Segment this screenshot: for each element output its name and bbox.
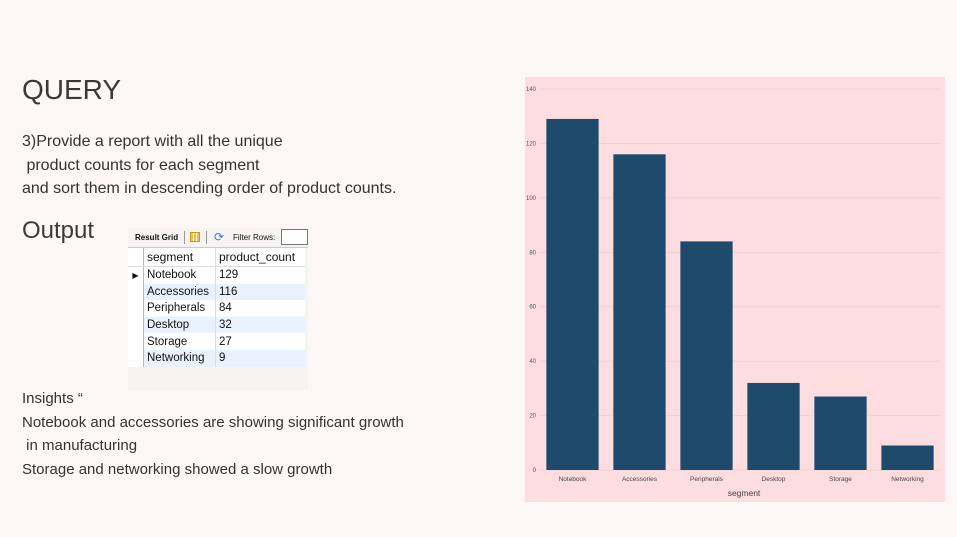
y-tick-label: 20 <box>529 414 536 420</box>
query-line: and sort them in descending order of pro… <box>22 180 397 197</box>
row-marker <box>128 349 144 367</box>
cell-product-count[interactable]: 32 <box>215 316 305 334</box>
y-tick-label: 40 <box>529 359 536 365</box>
cell-product-count[interactable]: 27 <box>215 333 305 350</box>
result-grid-toolbar: Result Grid ⟳ Filter Rows: <box>128 228 308 248</box>
query-line: 3)Provide a report with all the unique <box>22 133 283 150</box>
cell-product-count[interactable]: 129 <box>215 266 305 284</box>
table-row[interactable]: ▶ Notebook 129 <box>128 266 305 284</box>
bar-chart-svg: 0 20 40 60 80 100 120 140 Notebook Accessories Per… <box>526 87 941 498</box>
row-marker <box>128 283 144 301</box>
y-tick-label: 60 <box>529 305 536 311</box>
row-marker <box>128 316 144 334</box>
toolbar-separator <box>206 231 207 244</box>
cell-segment[interactable]: Desktop <box>143 316 216 334</box>
cell-product-count[interactable]: 116 <box>215 283 305 301</box>
bar <box>613 154 666 471</box>
result-grid: Result Grid ⟳ Filter Rows: segment produ… <box>128 228 308 390</box>
result-table: segment product_count ▶ Notebook 129 Acc… <box>128 248 305 367</box>
cell-segment[interactable]: Accessories <box>143 283 216 301</box>
x-axis-label: segment <box>728 488 761 498</box>
slide-title: QUERY <box>22 74 122 105</box>
cell-product-count[interactable]: 9 <box>215 349 305 367</box>
result-grid-label[interactable]: Result Grid <box>135 233 179 242</box>
row-marker <box>128 333 144 350</box>
bar <box>881 445 934 470</box>
table-row[interactable]: Storage 27 <box>128 333 305 350</box>
cell-segment[interactable]: Storage <box>143 333 216 350</box>
insights-line: Storage and networking showed a slow gro… <box>22 460 333 478</box>
x-tick-label: Accessories <box>622 476 658 483</box>
row-header-corner <box>128 248 144 267</box>
x-tick-label: Storage <box>829 476 852 483</box>
cell-segment[interactable]: Peripherals <box>143 300 216 317</box>
y-tick-label: 120 <box>526 141 537 147</box>
filter-rows-input[interactable] <box>281 229 308 245</box>
x-tick-label: Desktop <box>762 476 786 483</box>
x-tick-label: Networking <box>891 476 924 483</box>
column-header-product-count[interactable]: product_count <box>215 248 305 267</box>
table-row[interactable]: Peripherals 84 <box>128 300 305 317</box>
table-row[interactable]: Desktop 32 <box>128 316 305 334</box>
current-row-marker-icon: ▶ <box>128 266 144 284</box>
table-header-row: segment product_count <box>128 248 305 267</box>
query-line: product counts for each segment <box>22 156 260 174</box>
output-label: Output <box>22 217 95 244</box>
insights-line: in manufacturing <box>22 437 138 454</box>
row-marker <box>128 300 144 317</box>
bar <box>747 382 800 470</box>
bar-chart: 0 20 40 60 80 100 120 140 Notebook Accessories Per… <box>525 77 945 502</box>
y-tick-label: 0 <box>533 468 537 474</box>
refresh-icon[interactable]: ⟳ <box>214 230 225 244</box>
table-row[interactable]: Accessories 116 <box>128 283 305 301</box>
insights-line: Insights “ <box>22 390 83 407</box>
x-tick-label: Notebook <box>559 476 588 483</box>
insights-text: Insights “ Notebook and accessories are … <box>22 387 404 481</box>
y-tick-label: 140 <box>526 87 537 93</box>
x-tick-label: Peripherals <box>690 476 724 483</box>
cell-product-count[interactable]: 84 <box>215 300 305 317</box>
bar <box>546 118 599 470</box>
bar <box>680 241 733 470</box>
column-header-segment[interactable]: segment <box>143 248 216 267</box>
toolbar-separator <box>184 231 185 244</box>
cell-segment[interactable]: Networking <box>143 349 216 367</box>
bar <box>814 396 867 470</box>
query-description: 3)Provide a report with all the unique p… <box>22 130 396 201</box>
y-tick-label: 100 <box>526 196 537 202</box>
filter-rows-label: Filter Rows: <box>233 233 276 242</box>
y-tick-label: 80 <box>529 250 536 256</box>
table-row[interactable]: Networking 9 <box>128 349 305 367</box>
grid-view-icon[interactable] <box>190 232 200 242</box>
cell-segment[interactable]: Notebook <box>143 266 216 284</box>
insights-line: Notebook and accessories are showing sig… <box>22 413 404 431</box>
